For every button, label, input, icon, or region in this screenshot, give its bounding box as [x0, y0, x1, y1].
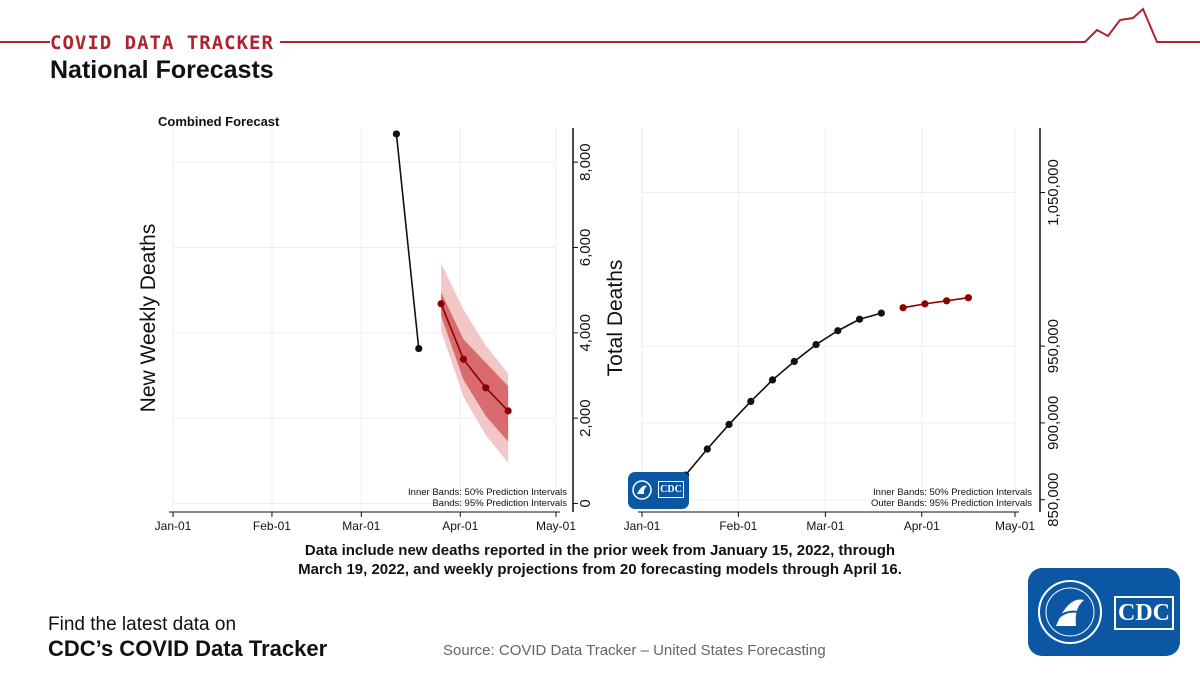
reported-data-point — [703, 445, 711, 453]
caption-line-1: Data include new deaths reported in the … — [304, 542, 896, 559]
hhs-eagle-icon — [1038, 580, 1102, 644]
y-axis-label: Total Deaths — [604, 260, 627, 377]
y-tick-label: 1,050,000 — [1045, 159, 1062, 226]
source-text: Source: COVID Data Tracker – United Stat… — [443, 642, 826, 659]
x-tick-label: Feb-01 — [253, 519, 291, 533]
tracker-link-text[interactable]: CDC’s COVID Data Tracker — [48, 636, 328, 661]
cdc-logo-small-text: CDC — [658, 481, 684, 498]
x-tick-label: Apr-01 — [904, 519, 940, 533]
hhs-eagle-icon — [632, 480, 652, 500]
x-tick-label: Apr-01 — [442, 519, 478, 533]
forecast-data-point — [921, 300, 929, 308]
reported-data-point — [747, 397, 755, 406]
x-tick-label: Mar-01 — [342, 519, 380, 533]
y-tick-label: 4,000 — [577, 314, 594, 352]
reported-data-point — [415, 344, 423, 353]
band-legend-note: Outer Bands: 95% Prediction Intervals — [871, 498, 1032, 509]
band-legend-note: Inner Bands: 50% Prediction Intervals — [873, 487, 1032, 498]
caption-line-2: March 19, 2022, and weekly projections f… — [298, 561, 902, 578]
y-tick-label: 950,000 — [1045, 319, 1062, 373]
forecast-data-point — [964, 294, 972, 302]
reported-data-point — [855, 315, 864, 323]
reported-data-point — [877, 309, 885, 317]
reported-data-point — [812, 340, 820, 349]
chart-caption: Data include new deaths reported in the … — [200, 541, 1000, 579]
forecast-data-point — [899, 304, 907, 312]
reported-data-point — [834, 327, 842, 335]
y-tick-label: 2,000 — [577, 399, 594, 437]
forecast-data-point — [482, 384, 490, 392]
prediction-band-50 — [441, 292, 509, 442]
reported-data-point — [790, 357, 798, 366]
x-tick-label: Mar-01 — [806, 519, 844, 533]
y-tick-label: 850,000 — [1045, 473, 1062, 527]
forecast-data-point — [437, 300, 445, 308]
reported-data-point — [768, 376, 777, 384]
forecast-series-line — [902, 296, 969, 309]
cdc-logo-small: CDC — [628, 472, 689, 509]
header-trend-line — [0, 7, 1200, 43]
x-tick-label: May-01 — [536, 519, 576, 533]
new-deaths-chart: Jan-01 Feb-01 Mar-01 Apr-01 May-01 0 2,000 4,00… — [137, 114, 594, 533]
y-axis-label: New Weekly Deaths — [137, 224, 160, 413]
y-tick-label: 6,000 — [577, 229, 594, 267]
cdc-logo: CDC — [1028, 568, 1180, 656]
tracker-label: COVID DATA TRACKER — [50, 32, 280, 54]
x-tick-label: Feb-01 — [719, 519, 757, 533]
forecast-data-point — [459, 355, 468, 363]
x-tick-label: Jan-01 — [155, 519, 192, 533]
forecast-data-point — [504, 407, 512, 415]
chart-title: Combined Forecast — [158, 114, 280, 129]
reported-data-point — [725, 420, 733, 429]
find-data-text: Find the latest data on — [48, 614, 237, 635]
forecast-data-point — [943, 297, 951, 305]
x-tick-label: Jan-01 — [624, 519, 661, 533]
x-tick-label: May-01 — [995, 519, 1035, 533]
page-title: National Forecasts — [50, 56, 274, 84]
forecast-series-line — [440, 303, 509, 412]
band-legend-note: Inner Bands: 50% Prediction Intervals — [408, 487, 567, 498]
y-tick-label: 8,000 — [577, 143, 594, 181]
y-tick-label: 0 — [577, 499, 594, 507]
band-legend-note: Bands: 95% Prediction Intervals — [432, 498, 567, 509]
reported-series-line — [663, 312, 882, 505]
reported-data-point — [392, 130, 401, 138]
y-tick-label: 900,000 — [1045, 396, 1062, 450]
cdc-logo-text: CDC — [1114, 596, 1174, 630]
total-deaths-chart: Jan-01 Feb-01 Mar-01 Apr-01 May-01 850,000 900… — [604, 128, 1062, 533]
reported-series-line — [395, 133, 420, 349]
